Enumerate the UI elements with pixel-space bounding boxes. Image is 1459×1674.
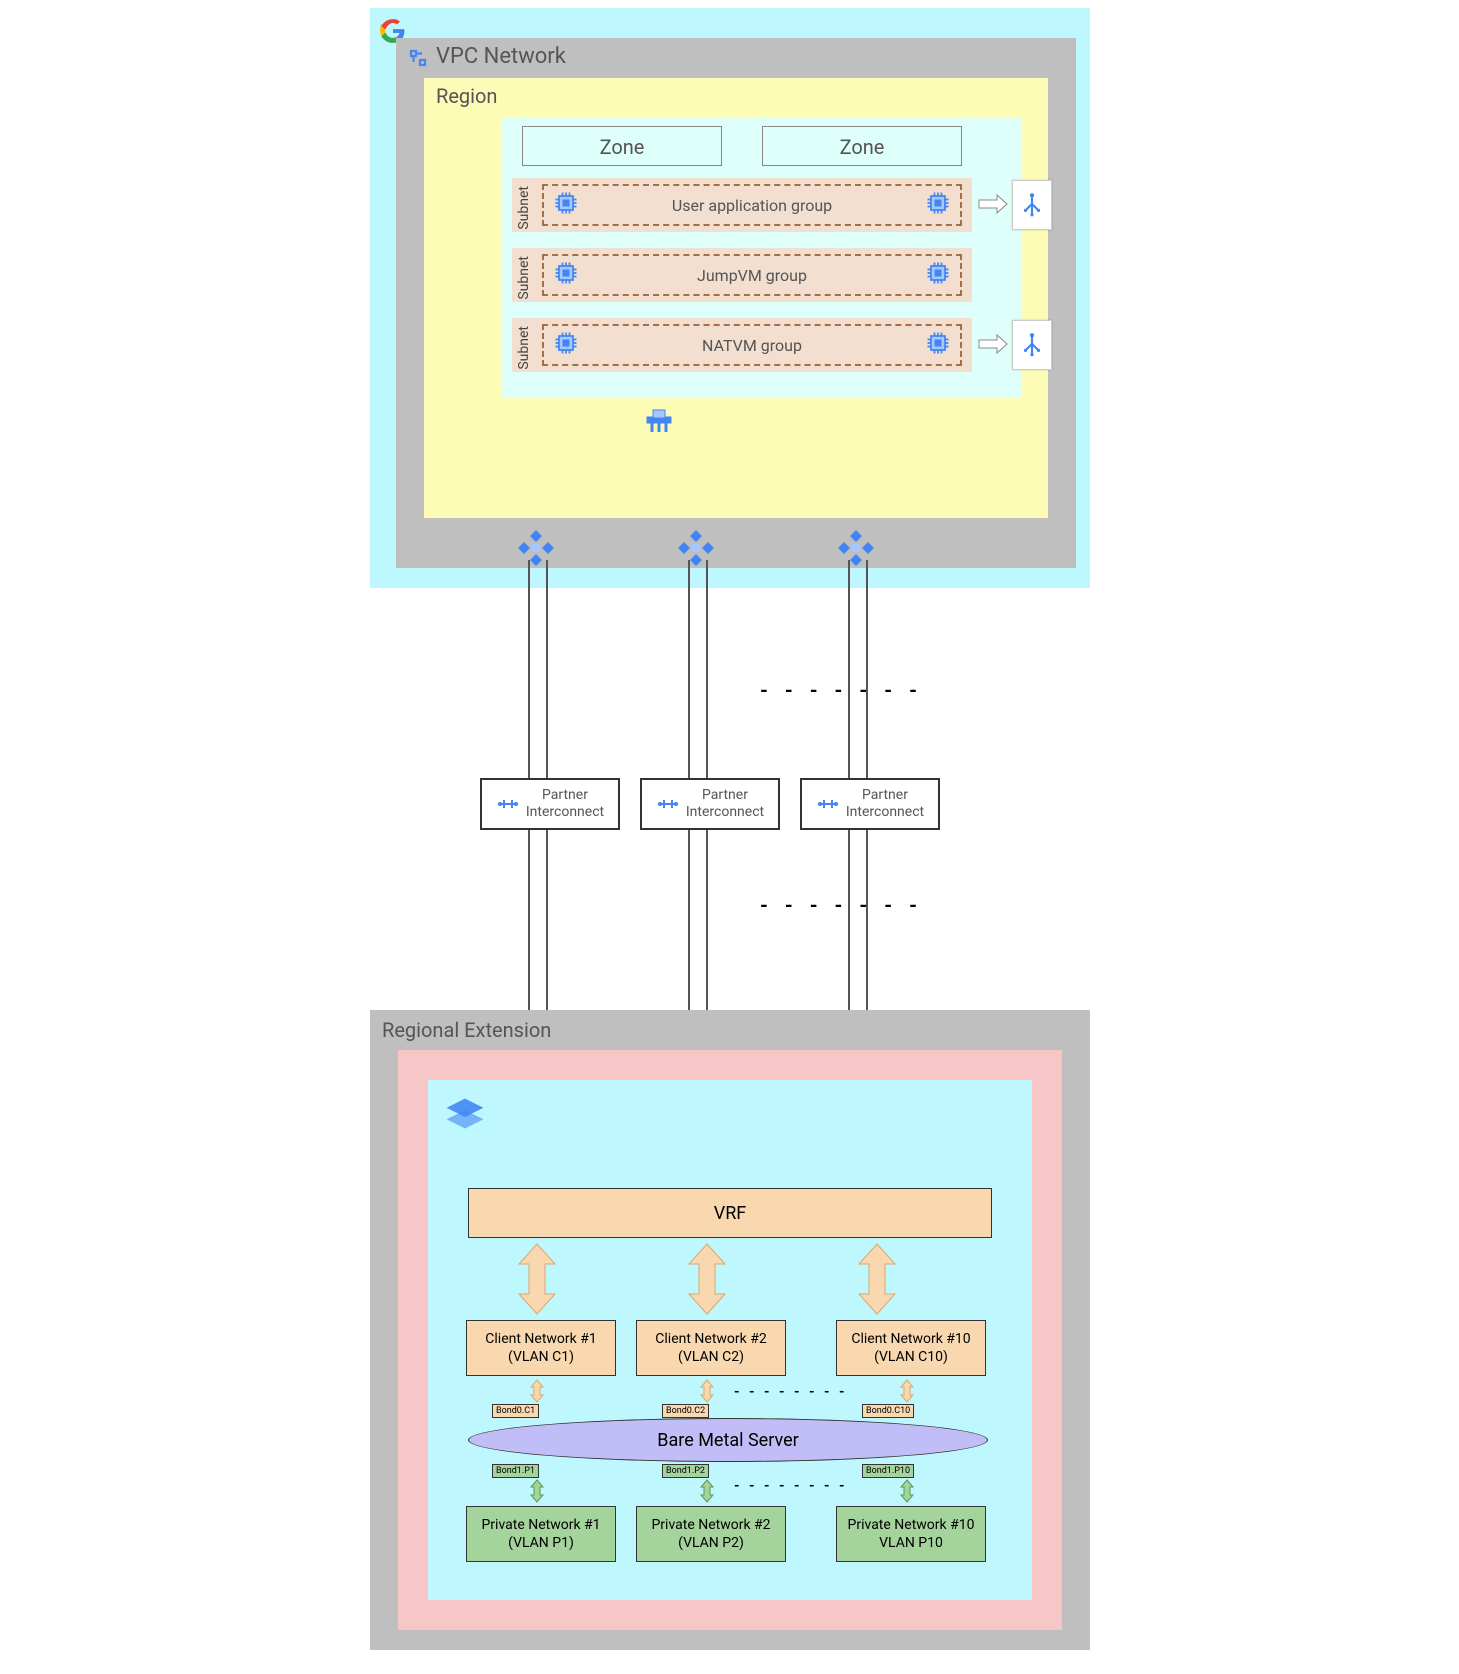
interconnect-icon [656, 792, 680, 816]
router-3 [836, 528, 876, 572]
jump-group-label: JumpVM group [697, 266, 807, 285]
client-network-10: Client Network #10 (VLAN C10) [836, 1320, 986, 1376]
pi-label-3b: Interconnect [846, 804, 924, 820]
priv-2-name: Private Network #2 [651, 1517, 770, 1533]
priv-10-vlan: VLAN P10 [879, 1535, 943, 1551]
priv-2-vlan: (VLAN P2) [678, 1535, 744, 1551]
ellipsis-dots-1: - - - - - - - [760, 678, 923, 702]
vrf-box: VRF [468, 1188, 992, 1238]
bms-label: Bare Metal Server [657, 1430, 798, 1451]
pi-label-1b: Interconnect [526, 804, 604, 820]
router-1 [516, 528, 556, 572]
client-1-name: Client Network #1 [485, 1331, 596, 1347]
diagram-canvas: VPC Network Region Zone Zone Subnet [0, 0, 1459, 1674]
cloud-router-icon [644, 408, 674, 440]
cpu-icon [924, 189, 952, 221]
subnet-app: Subnet User application group [512, 178, 972, 232]
zone-panel: Zone Zone Subnet User application group [502, 118, 1022, 398]
regext-pink-box: VRF Client Network #1(VLAN C1) Client [398, 1050, 1062, 1630]
lb-box-2 [1012, 320, 1052, 370]
arrow-to-lb-2 [977, 332, 1009, 360]
vpc-label: VPC Network [436, 44, 566, 69]
subnet-label-1: Subnet [516, 186, 532, 230]
bare-metal-server: Bare Metal Server [468, 1418, 988, 1462]
lb-box-1 [1012, 180, 1052, 230]
app-group-label: User application group [672, 196, 832, 215]
region-container: Region Zone Zone Subnet User a [424, 78, 1048, 518]
cloud-outer: VPC Network Region Zone Zone Subnet [370, 8, 1090, 588]
jump-group-box: JumpVM group [542, 254, 962, 296]
client-network-1: Client Network #1 (VLAN C1) [466, 1320, 616, 1376]
client-1-vlan: (VLAN C1) [508, 1349, 574, 1365]
pi-label-2b: Interconnect [686, 804, 764, 820]
small-arrow-bottom-2 [699, 1478, 715, 1508]
bond-top-2: Bond0.C2 [662, 1404, 709, 1418]
subnet-jump: Subnet JumpVM group [512, 248, 972, 302]
app-group-box: User application group [542, 184, 962, 226]
client-10-name: Client Network #10 [851, 1331, 970, 1347]
priv-10-name: Private Network #10 [848, 1517, 975, 1533]
zone-header-1: Zone [522, 126, 722, 166]
pi-label-3a: Partner [862, 787, 908, 803]
cpu-icon [924, 329, 952, 361]
cpu-icon [552, 259, 580, 291]
client-network-2: Client Network #2 (VLAN C2) [636, 1320, 786, 1376]
partner-interconnect-3: PartnerInterconnect [800, 778, 940, 830]
regional-extension-container: Regional Extension VRF [370, 1010, 1090, 1650]
partner-interconnect-1: PartnerInterconnect [480, 778, 620, 830]
client-2-vlan: (VLAN C2) [678, 1349, 744, 1365]
partner-interconnect-2: PartnerInterconnect [640, 778, 780, 830]
regext-label: Regional Extension [382, 1018, 551, 1042]
ellipsis-dots-2: - - - - - - - [760, 893, 923, 917]
priv-1-name: Private Network #1 [481, 1517, 600, 1533]
cpu-icon [552, 189, 580, 221]
subnet-label-2: Subnet [516, 256, 532, 300]
bond-top-1: Bond0.C1 [492, 1404, 539, 1418]
small-arrow-bottom-3 [899, 1478, 915, 1508]
cloud-stack-icon [442, 1094, 488, 1144]
router-2 [676, 528, 716, 572]
big-arrow-3 [852, 1242, 902, 1320]
region-label: Region [436, 84, 497, 108]
client-10-vlan: (VLAN C10) [874, 1349, 948, 1365]
big-arrow-2 [682, 1242, 732, 1320]
client-2-name: Client Network #2 [655, 1331, 766, 1347]
nat-group-box: NATVM group [542, 324, 962, 366]
priv-1-vlan: (VLAN P1) [508, 1535, 574, 1551]
pi-label-1a: Partner [542, 787, 588, 803]
bond-bottom-3: Bond1.P10 [862, 1464, 914, 1478]
private-network-2: Private Network #2 (VLAN P2) [636, 1506, 786, 1562]
cpu-icon [552, 329, 580, 361]
cpu-icon [924, 259, 952, 291]
vpc-icon [406, 46, 430, 74]
private-network-1: Private Network #1 (VLAN P1) [466, 1506, 616, 1562]
private-network-10: Private Network #10 VLAN P10 [836, 1506, 986, 1562]
private-dots: - - - - - - - - [734, 1478, 848, 1494]
subnet-label-3: Subnet [516, 326, 532, 370]
vrf-label: VRF [714, 1203, 747, 1224]
interconnect-icon [496, 792, 520, 816]
nat-group-label: NATVM group [702, 336, 802, 355]
pi-label-2a: Partner [702, 787, 748, 803]
bond-top-3: Bond0.C10 [862, 1404, 914, 1418]
client-dots: - - - - - - - - [734, 1384, 848, 1400]
subnet-nat: Subnet NATVM group [512, 318, 972, 372]
zone-header-2: Zone [762, 126, 962, 166]
arrow-to-lb-1 [977, 192, 1009, 220]
vpc-container: VPC Network Region Zone Zone Subnet [396, 38, 1076, 568]
interconnect-icon [816, 792, 840, 816]
big-arrow-1 [512, 1242, 562, 1320]
bond-bottom-1: Bond1.P1 [492, 1464, 539, 1478]
regext-cyan-box: VRF Client Network #1(VLAN C1) Client [428, 1080, 1032, 1600]
bond-bottom-2: Bond1.P2 [662, 1464, 709, 1478]
small-arrow-bottom-1 [529, 1478, 545, 1508]
